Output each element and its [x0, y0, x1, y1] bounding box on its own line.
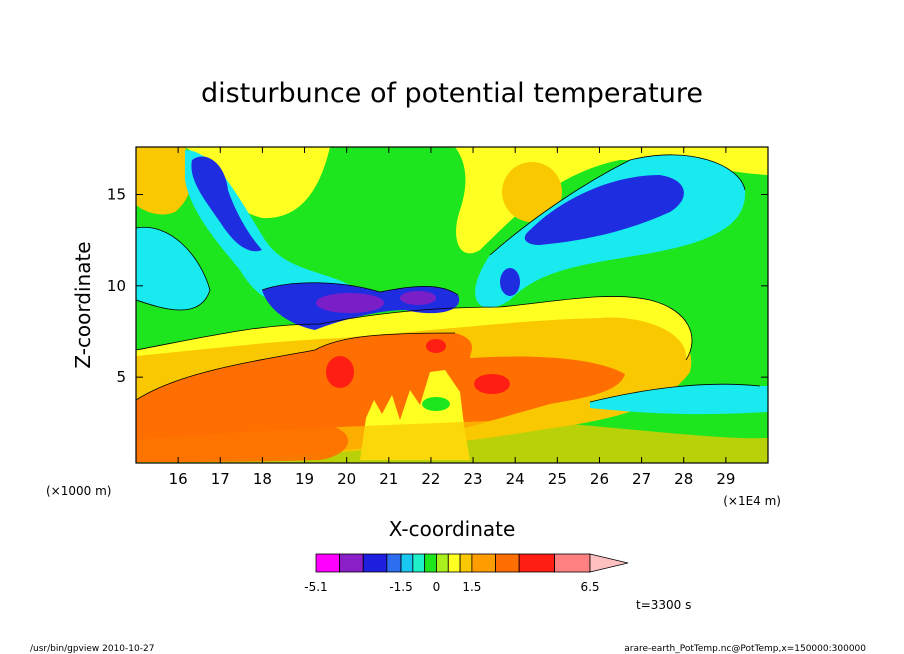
plot-frame [135, 146, 769, 464]
contour-field [136, 147, 768, 463]
x-tick-label: 25 [548, 470, 567, 488]
y-scale-note: (×1000 m) [46, 484, 111, 498]
upper-yellow-left [185, 147, 330, 219]
red-core-right [474, 374, 510, 394]
convective-green-patch [422, 397, 450, 411]
x-scale-note: (×1E4 m) [723, 494, 781, 508]
x-tick-label: 19 [295, 470, 314, 488]
cyan-upper-left [185, 150, 365, 319]
y-tick-label: 15 [107, 185, 126, 203]
x-tick-label: 16 [169, 470, 188, 488]
x-tick-label: 18 [253, 470, 272, 488]
colorbar-tick-label: 1.5 [462, 580, 481, 594]
colorbar-swatch [339, 553, 364, 573]
colorbar-tick-label: 0 [433, 580, 441, 594]
colorbar-tick-label: -1.5 [389, 580, 412, 594]
red-core-left [326, 356, 354, 388]
x-tick-label: 23 [464, 470, 483, 488]
y-axis: 5 10 15 [107, 185, 768, 386]
x-tick-label: 27 [632, 470, 651, 488]
x-tick-label: 17 [211, 470, 230, 488]
blue-trough-upper-left [191, 156, 262, 252]
footer-left-text: /usr/bin/gpview 2010-10-27 [30, 644, 154, 654]
colorbar-swatch [386, 553, 402, 573]
colorbar-swatch [424, 553, 437, 573]
x-tick-label: 29 [716, 470, 735, 488]
cyan-left [136, 227, 210, 311]
colorbar-swatch [471, 553, 496, 573]
x-tick-label: 24 [506, 470, 525, 488]
colorbar-swatch [495, 553, 520, 573]
x-axis-label: X-coordinate [389, 517, 516, 541]
colorbar-swatch [447, 553, 461, 573]
yellow-band [136, 296, 692, 360]
blue-trough-small [500, 268, 520, 296]
colorbar-swatch [412, 553, 426, 573]
purple-core [316, 293, 384, 313]
x-tick-label: 28 [674, 470, 693, 488]
plot-area: 16 17 18 19 20 21 22 23 24 25 26 27 28 29 5 10 15 [107, 146, 769, 488]
upper-gold-right [502, 162, 562, 222]
bottom-orange-strip [136, 414, 349, 462]
colorbar-extend-arrow [589, 553, 629, 573]
x-tick-label: 26 [590, 470, 609, 488]
colorbar-swatch [315, 553, 341, 573]
x-tick-label: 21 [379, 470, 398, 488]
x-axis: 16 17 18 19 20 21 22 23 24 25 26 27 28 29 [169, 147, 735, 488]
upper-orange-left [136, 147, 193, 215]
colorbar-tick-labels: -5.1 -1.5 0 1.5 6.5 [304, 580, 599, 594]
cyan-lower-right [590, 384, 768, 415]
y-tick-label: 10 [107, 277, 126, 295]
colorbar-tick-label: -5.1 [304, 580, 327, 594]
colorbar-swatch [362, 553, 388, 573]
time-annotation: t=3300 s [636, 598, 691, 612]
y-tick-label: 5 [116, 368, 126, 386]
x-tick-label: 20 [337, 470, 356, 488]
y-axis-label: Z-coordinate [71, 241, 95, 368]
colorbar-swatch [400, 553, 414, 573]
colorbar-swatch [554, 553, 591, 573]
blue-trough-upper-right [524, 175, 684, 245]
red-core-mid [426, 339, 446, 353]
colorbar [315, 553, 629, 573]
purple-core-right [400, 291, 436, 305]
chart-title: disturbunce of potential temperature [201, 78, 703, 109]
colorbar-swatch [518, 553, 555, 573]
colorbar-tick-label: 6.5 [580, 580, 599, 594]
contour-lines [135, 154, 761, 403]
colorbar-swatch [436, 553, 449, 573]
footer-right-text: arare-earth_PotTemp.nc@PotTemp,x=150000:… [624, 644, 866, 654]
colorbar-swatch [459, 553, 473, 573]
x-tick-label: 22 [421, 470, 440, 488]
